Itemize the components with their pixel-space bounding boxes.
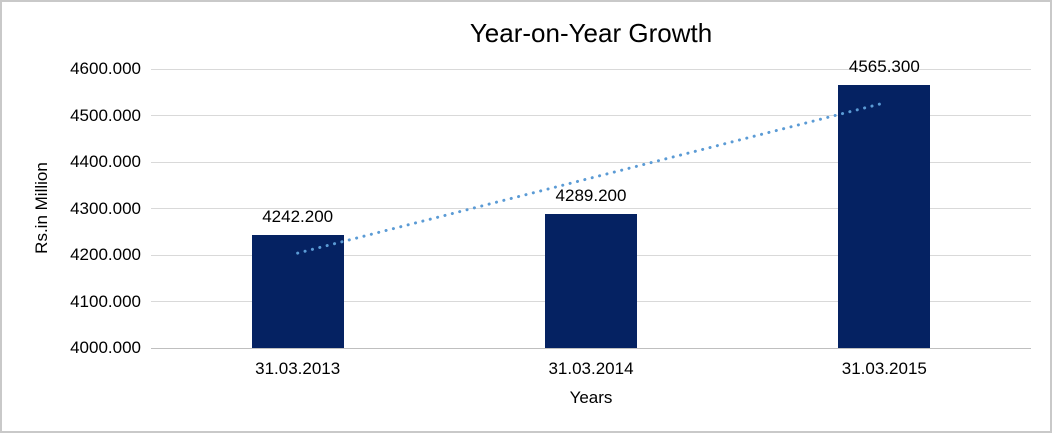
- data-label: 4242.200: [262, 207, 334, 227]
- x-tick-label: 31.03.2014: [548, 359, 634, 378]
- y-tick-label: 4300.000: [70, 198, 141, 218]
- y-tick-label: 4100.000: [70, 291, 141, 311]
- gridline: [151, 68, 1031, 70]
- y-tick-label: 4600.000: [70, 59, 141, 78]
- bar-31.03.2015: [838, 85, 931, 348]
- data-label: 4289.200: [555, 185, 627, 205]
- chart-title: Year-on-Year Growth: [469, 18, 713, 48]
- y-tick-label: 4400.000: [70, 152, 141, 171]
- y-axis-title: Rs.in Million: [32, 162, 51, 254]
- bar-31.03.2013: [251, 235, 344, 348]
- x-tick-label: 31.03.2015: [841, 359, 927, 378]
- x-tick-label: 31.03.2013: [255, 359, 341, 378]
- y-tick-label: 4000.000: [70, 338, 141, 357]
- y-tick-label: 4500.000: [70, 105, 141, 125]
- x-axis-title: Years: [569, 388, 613, 407]
- data-label: 4565.300: [848, 57, 920, 77]
- y-tick-label: 4200.000: [70, 245, 141, 264]
- x-axis-line: [151, 347, 1031, 349]
- bar-31.03.2014: [545, 213, 637, 348]
